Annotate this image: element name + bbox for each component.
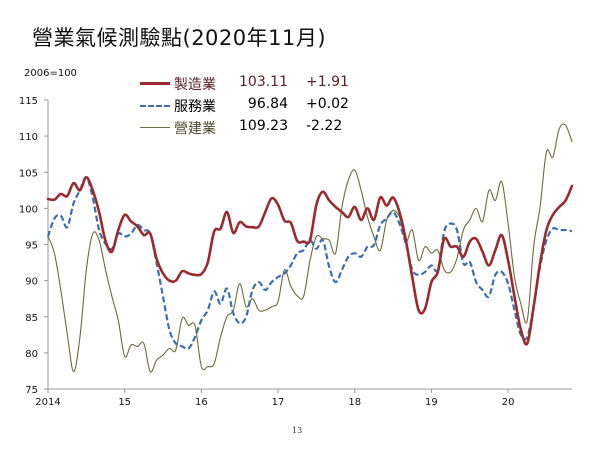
x-tick-label: 2014 bbox=[35, 397, 60, 408]
legend-change: +1.91 bbox=[306, 74, 349, 90]
y-tick-label: 75 bbox=[25, 385, 38, 396]
legend-label: 製造業 bbox=[174, 77, 216, 93]
legend-change: -2.22 bbox=[306, 118, 343, 134]
legend-label: 服務業 bbox=[174, 99, 216, 115]
x-tick-label: 18 bbox=[348, 397, 361, 408]
y-tick-label: 95 bbox=[25, 241, 38, 252]
x-tick-label: 17 bbox=[272, 397, 285, 408]
legend-swatch-manufacturing bbox=[140, 82, 170, 85]
x-tick-label: 19 bbox=[425, 397, 438, 408]
page-title: 營業氣候測驗點(2020年11月) bbox=[32, 26, 327, 50]
legend-value: 96.84 bbox=[247, 96, 288, 112]
legend-label: 營建業 bbox=[174, 121, 216, 137]
legend-value: 109.23 bbox=[239, 118, 288, 134]
page-number: 13 bbox=[292, 426, 303, 435]
legend-swatch-construction bbox=[140, 127, 170, 128]
y-tick-label: 110 bbox=[19, 132, 38, 143]
legend-item-services: 服務業 96.84 +0.02 bbox=[140, 96, 370, 116]
series-line-manufacturing bbox=[46, 176, 574, 346]
series-line-construction bbox=[47, 123, 573, 373]
x-tick-label: 15 bbox=[118, 397, 131, 408]
y-tick-label: 100 bbox=[19, 204, 38, 215]
legend-change: +0.02 bbox=[306, 96, 349, 112]
legend-swatch-services bbox=[140, 105, 170, 107]
base-year-note: 2006=100 bbox=[24, 68, 77, 79]
y-tick-label: 105 bbox=[19, 168, 38, 179]
y-tick-label: 115 bbox=[19, 96, 38, 107]
legend-item-construction: 營建業 109.23 -2.22 bbox=[140, 118, 370, 138]
legend-value: 103.11 bbox=[239, 74, 288, 90]
x-tick-label: 16 bbox=[195, 397, 208, 408]
y-tick-label: 85 bbox=[25, 313, 38, 324]
y-tick-label: 90 bbox=[25, 277, 38, 288]
y-tick-label: 80 bbox=[25, 349, 38, 360]
legend-item-manufacturing: 製造業 103.11 +1.91 bbox=[140, 74, 370, 94]
x-tick-label: 20 bbox=[502, 397, 515, 408]
